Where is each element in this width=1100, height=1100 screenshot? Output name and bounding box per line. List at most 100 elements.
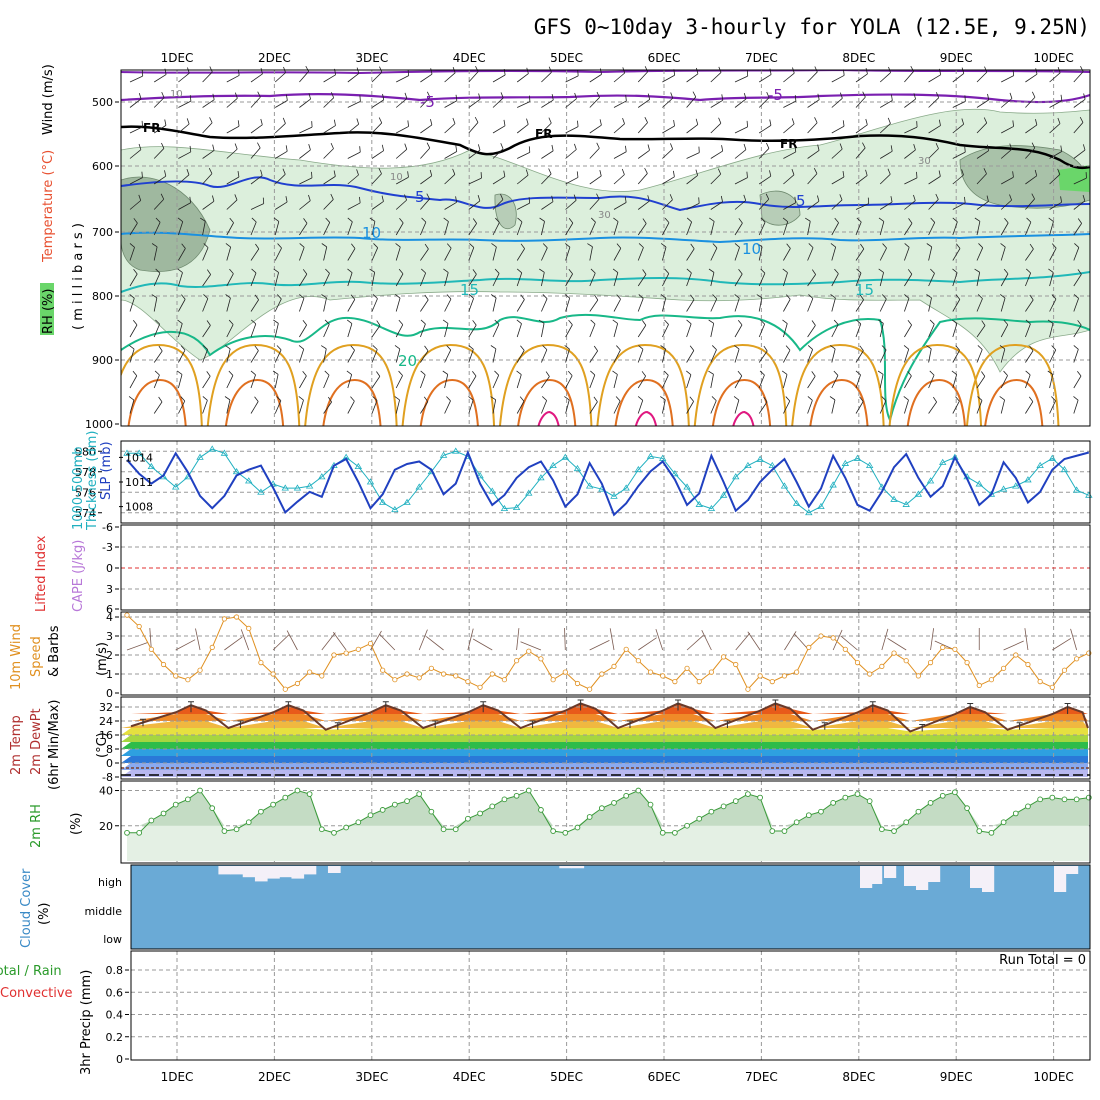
wind-barb bbox=[613, 100, 627, 108]
wind-barb bbox=[613, 248, 622, 261]
wind-barb-flag bbox=[1077, 320, 1082, 326]
wind-barb-flag bbox=[574, 92, 577, 99]
wind-barb-flag bbox=[568, 319, 573, 326]
wind-barb-flag bbox=[350, 345, 355, 351]
wind-barb bbox=[468, 274, 477, 287]
wind-barb-flag bbox=[452, 168, 456, 175]
wind-barb-flag bbox=[881, 396, 887, 401]
wind-barb bbox=[420, 96, 431, 108]
wind-barb-flag bbox=[260, 169, 263, 176]
label-rh30-b: 30 bbox=[918, 156, 931, 167]
thickness-point bbox=[756, 455, 764, 462]
wind-barb-flag bbox=[500, 143, 504, 149]
wind-barb-flag bbox=[913, 93, 916, 100]
wind-barb bbox=[347, 123, 359, 134]
rh2m-point bbox=[866, 798, 873, 804]
wind-barb-flag bbox=[395, 243, 401, 248]
wind-barb bbox=[1025, 374, 1031, 389]
wind-barb-flag bbox=[426, 142, 431, 149]
wind-barb bbox=[395, 222, 404, 236]
wind-barb-flag bbox=[794, 145, 797, 152]
cloud-gap bbox=[230, 866, 244, 875]
wind10-point bbox=[574, 680, 581, 687]
wind-barb bbox=[153, 323, 161, 338]
wind-barb bbox=[565, 247, 571, 261]
wind-barb-10m bbox=[840, 635, 858, 651]
rh2m-point bbox=[258, 808, 264, 815]
wind-barb bbox=[516, 272, 523, 287]
wind-barb bbox=[347, 101, 361, 108]
wind-barb-flag bbox=[695, 118, 699, 125]
wind-barb bbox=[565, 222, 574, 236]
wind10-point bbox=[246, 625, 252, 632]
wind-barb bbox=[371, 122, 383, 134]
wind-barb-flag bbox=[495, 217, 500, 223]
label-rh10-a: 10 bbox=[170, 89, 183, 100]
wind-barb-flag bbox=[664, 268, 670, 274]
wind-barb-flag bbox=[644, 167, 648, 174]
y-tick-label: 0 bbox=[106, 687, 113, 700]
wind-barb bbox=[202, 122, 213, 134]
wind-barb-10m bbox=[1024, 628, 1029, 651]
thickness-ytitle-b: Thickness (dm) bbox=[85, 431, 100, 531]
contour-30 bbox=[809, 378, 869, 426]
wind-barb bbox=[202, 400, 208, 414]
date-label-top: 6DEC bbox=[648, 51, 681, 65]
wind-barb bbox=[1001, 75, 1014, 83]
wind-barb-flag bbox=[455, 145, 458, 152]
wind10-point bbox=[294, 680, 301, 687]
wind-barb-flag bbox=[759, 370, 765, 376]
wind-barb bbox=[541, 298, 548, 312]
wind-barb-flag bbox=[660, 396, 666, 401]
cloud-level-middle: middle bbox=[84, 905, 122, 918]
wind-barb bbox=[710, 122, 722, 134]
wind-barb-flag bbox=[551, 195, 554, 202]
wind-barb bbox=[879, 349, 887, 363]
wind-barb bbox=[129, 324, 138, 338]
wind-barb-flag bbox=[616, 294, 621, 300]
wind-barb bbox=[250, 401, 259, 414]
wind-barb bbox=[202, 71, 213, 83]
wind-barb bbox=[783, 221, 789, 236]
wind-barb bbox=[541, 201, 554, 210]
wind-barb-flag bbox=[712, 294, 718, 300]
wind-barb-flag bbox=[420, 268, 426, 274]
wind-barb-flag bbox=[938, 170, 941, 177]
wind-barb-flag bbox=[1000, 243, 1006, 248]
wind-barb bbox=[734, 98, 747, 108]
wind-barb bbox=[589, 374, 596, 389]
wind10-point bbox=[708, 669, 715, 675]
wind-barb-flag bbox=[426, 91, 431, 98]
wind-barb-flag bbox=[260, 68, 263, 75]
date-label-top: 3DEC bbox=[355, 51, 388, 65]
wind-barb-flag bbox=[907, 269, 913, 275]
wind-barb bbox=[492, 348, 497, 363]
wind-barb-flag bbox=[308, 93, 311, 100]
wind-barb-flag bbox=[786, 243, 791, 249]
rh2m-point bbox=[270, 801, 276, 808]
wind-barb bbox=[613, 221, 619, 236]
wind-barb bbox=[492, 97, 504, 108]
wind-barb bbox=[831, 375, 839, 389]
wind-barb bbox=[734, 126, 748, 134]
wind10-point bbox=[757, 673, 763, 679]
wind-barb bbox=[783, 323, 788, 338]
wind-barb bbox=[323, 97, 334, 108]
wind-barb bbox=[928, 176, 941, 185]
thickness-point bbox=[890, 495, 898, 502]
label-15-b: 15 bbox=[855, 281, 874, 299]
wind-barb-flag bbox=[305, 65, 309, 72]
wind10-point bbox=[745, 686, 751, 692]
wind-barb bbox=[879, 374, 884, 389]
wind-barb-flag bbox=[811, 320, 816, 326]
y-tick-label: 0.2 bbox=[106, 1031, 124, 1044]
wind-barb bbox=[275, 100, 288, 108]
wind-barb-flag bbox=[938, 119, 941, 126]
wind-barb bbox=[807, 122, 818, 134]
wind-barb bbox=[420, 248, 429, 261]
wind-barb-flag bbox=[398, 319, 404, 325]
wind-barb bbox=[347, 202, 361, 210]
wind-barb-flag bbox=[855, 370, 861, 376]
